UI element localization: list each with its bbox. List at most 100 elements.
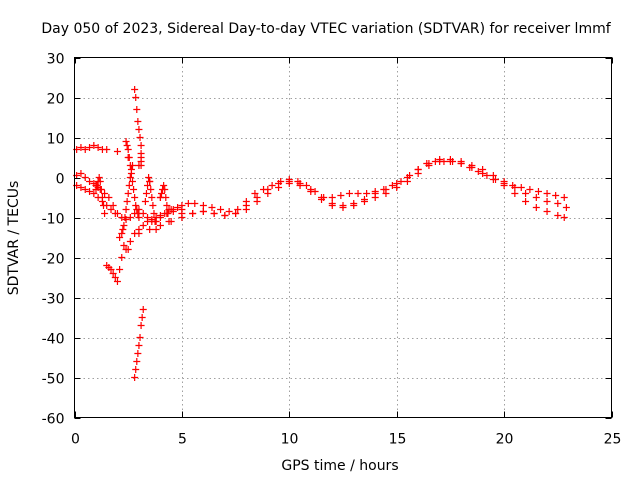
data-point <box>132 202 140 209</box>
data-point <box>131 374 139 381</box>
data-point <box>339 204 347 211</box>
x-tick-label: 25 <box>604 432 622 448</box>
data-point <box>144 218 152 225</box>
data-point <box>134 118 142 125</box>
data-point <box>130 186 138 193</box>
data-point <box>268 182 276 189</box>
data-point <box>86 144 94 151</box>
data-point <box>479 170 487 177</box>
data-point <box>393 184 401 191</box>
data-point <box>285 180 293 187</box>
data-point <box>124 146 132 153</box>
y-tick-label: 10 <box>47 132 65 148</box>
y-axis-title: SDTVAR / TECUs <box>6 181 22 296</box>
data-point <box>116 266 124 273</box>
data-point <box>103 146 111 153</box>
data-point <box>152 214 160 221</box>
data-point <box>526 186 534 193</box>
series-spike-a <box>131 86 145 169</box>
data-point <box>184 200 192 207</box>
data-point <box>125 154 133 161</box>
data-point <box>138 314 146 321</box>
data-point <box>483 172 491 179</box>
data-point <box>360 198 368 205</box>
data-point <box>446 158 454 165</box>
data-point <box>134 210 142 217</box>
data-point <box>121 214 129 221</box>
data-point <box>156 222 164 229</box>
data-point <box>457 160 465 167</box>
data-point <box>134 350 142 357</box>
data-point <box>132 94 140 101</box>
data-point <box>147 186 155 193</box>
data-point <box>119 226 127 233</box>
data-point <box>552 192 560 199</box>
data-point <box>98 194 106 201</box>
data-point <box>534 188 542 195</box>
y-tick-label: -20 <box>42 252 65 268</box>
data-point <box>77 184 85 191</box>
data-point <box>81 146 89 153</box>
data-point <box>345 190 353 197</box>
data-point <box>560 214 568 221</box>
data-point <box>126 174 134 181</box>
data-point <box>99 202 107 209</box>
data-point <box>146 178 154 185</box>
data-point <box>86 178 94 185</box>
plot-frame <box>74 57 612 418</box>
data-point <box>157 190 165 197</box>
data-point <box>133 358 141 365</box>
data-point <box>160 182 168 189</box>
series-spike-d <box>118 162 136 237</box>
x-tick-label: 0 <box>71 432 80 448</box>
data-point <box>152 226 160 233</box>
data-point <box>151 218 159 225</box>
data-point <box>221 212 229 219</box>
x-tick-label: 10 <box>281 432 299 448</box>
data-point <box>489 176 497 183</box>
data-point <box>133 206 141 213</box>
data-point <box>296 182 304 189</box>
data-point <box>302 182 310 189</box>
series-spike-c <box>122 138 143 221</box>
data-point <box>149 202 157 209</box>
data-point <box>225 208 233 215</box>
data-point <box>560 194 568 201</box>
grid-lines <box>74 57 612 418</box>
data-point <box>414 170 422 177</box>
data-point <box>127 166 135 173</box>
data-point <box>562 204 570 211</box>
y-tick-label: 0 <box>56 172 65 188</box>
data-point <box>126 238 134 245</box>
data-point <box>90 142 98 149</box>
x-tick-label: 5 <box>178 432 187 448</box>
data-point <box>210 210 218 217</box>
data-point <box>135 226 143 233</box>
data-point <box>328 202 336 209</box>
data-point <box>77 170 85 177</box>
data-point <box>93 182 101 189</box>
data-point <box>128 178 136 185</box>
data-point <box>543 190 551 197</box>
series-track-c <box>73 158 568 253</box>
series-spike-e <box>141 174 160 233</box>
y-tick-label: -40 <box>42 332 65 348</box>
data-point <box>511 184 519 191</box>
data-point <box>169 208 177 215</box>
data-point <box>318 196 326 203</box>
y-tick-label: -30 <box>42 292 65 308</box>
data-point <box>94 144 102 151</box>
data-point <box>337 192 345 199</box>
data-point <box>178 206 186 213</box>
data-point <box>144 182 152 189</box>
data-point <box>275 184 283 191</box>
data-point <box>363 190 371 197</box>
y-tick-label: -10 <box>42 212 65 228</box>
data-points <box>73 86 570 381</box>
series-spike-g <box>156 182 173 225</box>
data-point <box>111 210 119 217</box>
data-point <box>135 214 143 221</box>
series-track-d <box>103 206 186 285</box>
data-point <box>135 342 143 349</box>
data-point <box>242 206 250 213</box>
